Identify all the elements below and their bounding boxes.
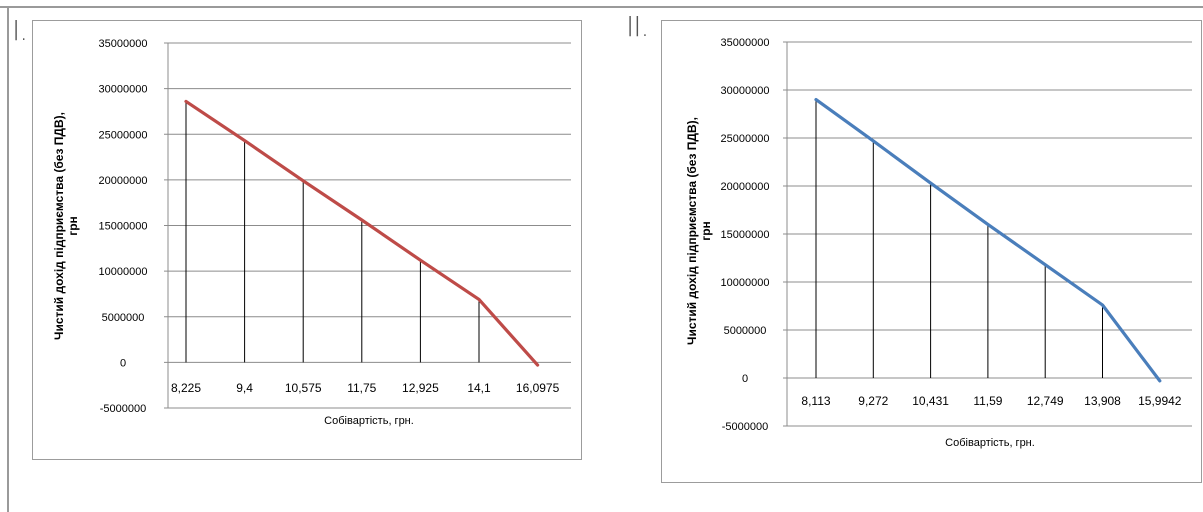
chart-1-svg: 35000000 30000000 25000000 20000000 15000000… <box>52 38 571 427</box>
chart-2: 35000000 30000000 25000000 20000000 15000000… <box>661 20 1202 483</box>
y-tick-label: 0 <box>742 373 748 385</box>
y-tick-label: 5000000 <box>102 312 145 324</box>
y-tick-label: 35000000 <box>721 37 770 49</box>
panel-label-2: II. <box>626 10 649 43</box>
x-tick-label: 15,9942 <box>1138 394 1182 408</box>
y-tick-label: 15000000 <box>99 221 148 233</box>
y-tick-label: 15000000 <box>721 229 770 241</box>
y-tick-label: 10000000 <box>721 277 770 289</box>
x-tick-label: 11,59 <box>973 394 1002 408</box>
y-tick-label: -5000000 <box>100 403 147 415</box>
x-tick-label: 12,925 <box>402 381 439 395</box>
y-tick-label: 30000000 <box>99 84 148 96</box>
y-tick-label: 30000000 <box>721 85 770 97</box>
x-tick-label: 16,0975 <box>516 381 560 395</box>
y-tick-label: 25000000 <box>99 129 148 141</box>
y-tick-label: 20000000 <box>721 181 770 193</box>
figure-frame-left <box>7 6 9 512</box>
y-tick-label: -5000000 <box>722 421 769 433</box>
y-tick-label: 10000000 <box>99 266 148 278</box>
x-tick-label: 9,4 <box>236 381 253 395</box>
y-axis-title: Чистий дохід підприємства (без ПДВ),грн <box>52 112 80 340</box>
x-tick-label: 13,908 <box>1084 394 1121 408</box>
x-tick-label: 10,575 <box>285 381 322 395</box>
x-tick-label: 9,272 <box>858 394 888 408</box>
x-axis-title: Собівартість, грн. <box>324 415 414 427</box>
x-tick-label: 8,225 <box>171 381 201 395</box>
figure-frame-top <box>0 6 1203 8</box>
y-tick-label: 35000000 <box>99 38 148 50</box>
x-tick-label: 11,75 <box>347 381 376 395</box>
x-tick-label: 10,431 <box>912 394 949 408</box>
chart-2-svg: 35000000 30000000 25000000 20000000 15000000… <box>685 37 1192 449</box>
x-axis-title: Собівартість, грн. <box>945 437 1035 449</box>
y-tick-label: 5000000 <box>724 325 767 337</box>
y-tick-label: 0 <box>120 357 126 369</box>
series-line <box>184 99 540 367</box>
x-tick-label: 14,1 <box>467 381 491 395</box>
x-tick-label: 8,113 <box>801 394 830 408</box>
x-tick-label: 12,749 <box>1027 394 1064 408</box>
series-line <box>814 97 1162 383</box>
chart-1: 35000000 30000000 25000000 20000000 15000000… <box>32 20 582 460</box>
y-tick-label: 20000000 <box>99 175 148 187</box>
y-axis-title: Чистий дохід підприємства (без ПДВ),грн <box>685 117 713 345</box>
y-tick-label: 25000000 <box>721 133 770 145</box>
panel-label-1: I. <box>12 14 28 47</box>
